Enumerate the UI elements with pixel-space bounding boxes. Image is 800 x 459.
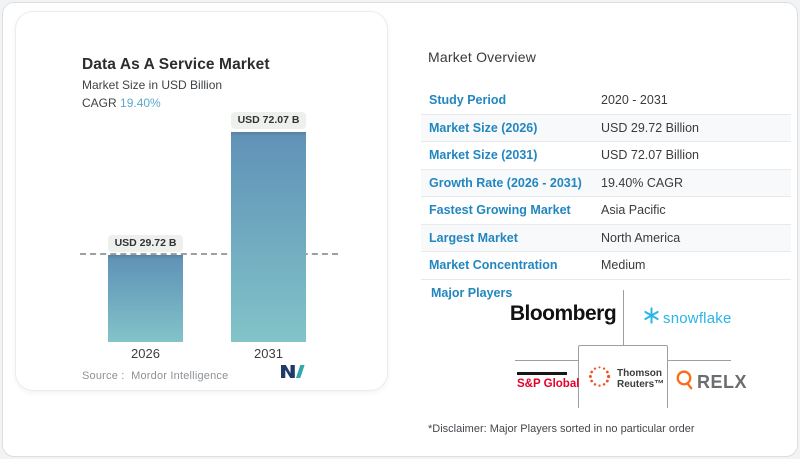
row-label: Market Concentration xyxy=(429,258,558,273)
table-row: Fastest Growing Market Asia Pacific xyxy=(421,197,791,225)
thomson-reuters-cell-border xyxy=(578,345,668,408)
thomson-line1: Thomson xyxy=(617,367,662,379)
relx-symbol-icon xyxy=(675,369,695,396)
source-value: Mordor Intelligence xyxy=(131,370,229,382)
row-value: Medium xyxy=(601,258,646,273)
x-axis-label-2026: 2026 xyxy=(131,346,160,361)
row-value: North America xyxy=(601,230,681,245)
row-label: Market Size (2031) xyxy=(429,148,538,163)
thomson-reuters-wordmark: Thomson Reuters™ xyxy=(617,368,664,391)
bar-value-label-2026: USD 29.72 B xyxy=(108,235,183,252)
chart-title: Data As A Service Market xyxy=(82,56,270,73)
bar-2031 xyxy=(231,132,306,342)
chart-subtitle: Market Size in USD Billion xyxy=(82,78,223,92)
bar-value-label-2031: USD 72.07 B xyxy=(231,112,306,129)
table-row: Largest Market North America xyxy=(421,224,791,252)
bar-2026 xyxy=(108,255,183,342)
thomson-reuters-kinesis-icon xyxy=(587,364,612,394)
cagr-value: 19.40% xyxy=(120,96,161,110)
disclaimer-text: *Disclaimer: Major Players sorted in no … xyxy=(428,423,695,435)
source-attribution: Source : Mordor Intelligence xyxy=(82,370,228,382)
row-label: Study Period xyxy=(429,93,507,108)
table-row: Market Size (2026) USD 29.72 Billion xyxy=(421,114,791,142)
player-grid-left-divider xyxy=(515,360,578,361)
row-value: 19.40% CAGR xyxy=(601,175,683,190)
snowflake-logo: snowflake xyxy=(643,307,732,329)
x-axis-label-2031: 2031 xyxy=(254,346,283,361)
relx-wordmark: RELX xyxy=(697,372,748,392)
player-grid-vertical-divider xyxy=(623,290,624,345)
snowflake-icon xyxy=(643,307,660,329)
row-label: Growth Rate (2026 - 2031) xyxy=(429,175,582,190)
bloomberg-logo: Bloomberg xyxy=(509,302,617,325)
table-row: Growth Rate (2026 - 2031) 19.40% CAGR xyxy=(421,169,791,197)
major-players-label: Major Players xyxy=(431,286,513,300)
row-value: Asia Pacific xyxy=(601,203,666,218)
reference-dashed-line xyxy=(80,253,338,255)
row-label: Market Size (2026) xyxy=(429,120,538,135)
thomson-reuters-logo: Thomson Reuters™ xyxy=(587,364,664,394)
snowflake-wordmark: snowflake xyxy=(663,309,732,327)
cagr-label: CAGR xyxy=(82,96,117,110)
sp-global-wordmark: S&P Global xyxy=(517,378,580,390)
table-row: Market Concentration Medium xyxy=(421,252,791,280)
relx-logo: RELX xyxy=(675,369,747,396)
thomson-line2: Reuters™ xyxy=(617,379,665,390)
row-value: USD 29.72 Billion xyxy=(601,120,699,135)
row-label: Largest Market xyxy=(429,230,518,245)
market-overview-table: Study Period 2020 - 2031 Market Size (20… xyxy=(421,87,791,280)
mordor-intelligence-logo-icon xyxy=(281,365,305,383)
sp-global-logo: S&P Global xyxy=(517,372,580,390)
table-row: Market Size (2031) USD 72.07 Billion xyxy=(421,142,791,170)
market-size-chart-card: Data As A Service Market Market Size in … xyxy=(15,11,388,391)
player-grid-right-divider xyxy=(668,360,731,361)
row-label: Fastest Growing Market xyxy=(429,203,571,218)
sp-global-rule xyxy=(517,372,567,375)
overview-title: Market Overview xyxy=(428,49,537,65)
source-label: Source : xyxy=(82,370,125,382)
chart-cagr-line: CAGR 19.40% xyxy=(82,96,161,110)
row-value: 2020 - 2031 xyxy=(601,93,668,108)
table-row: Study Period 2020 - 2031 xyxy=(421,87,791,115)
row-value: USD 72.07 Billion xyxy=(601,148,699,163)
